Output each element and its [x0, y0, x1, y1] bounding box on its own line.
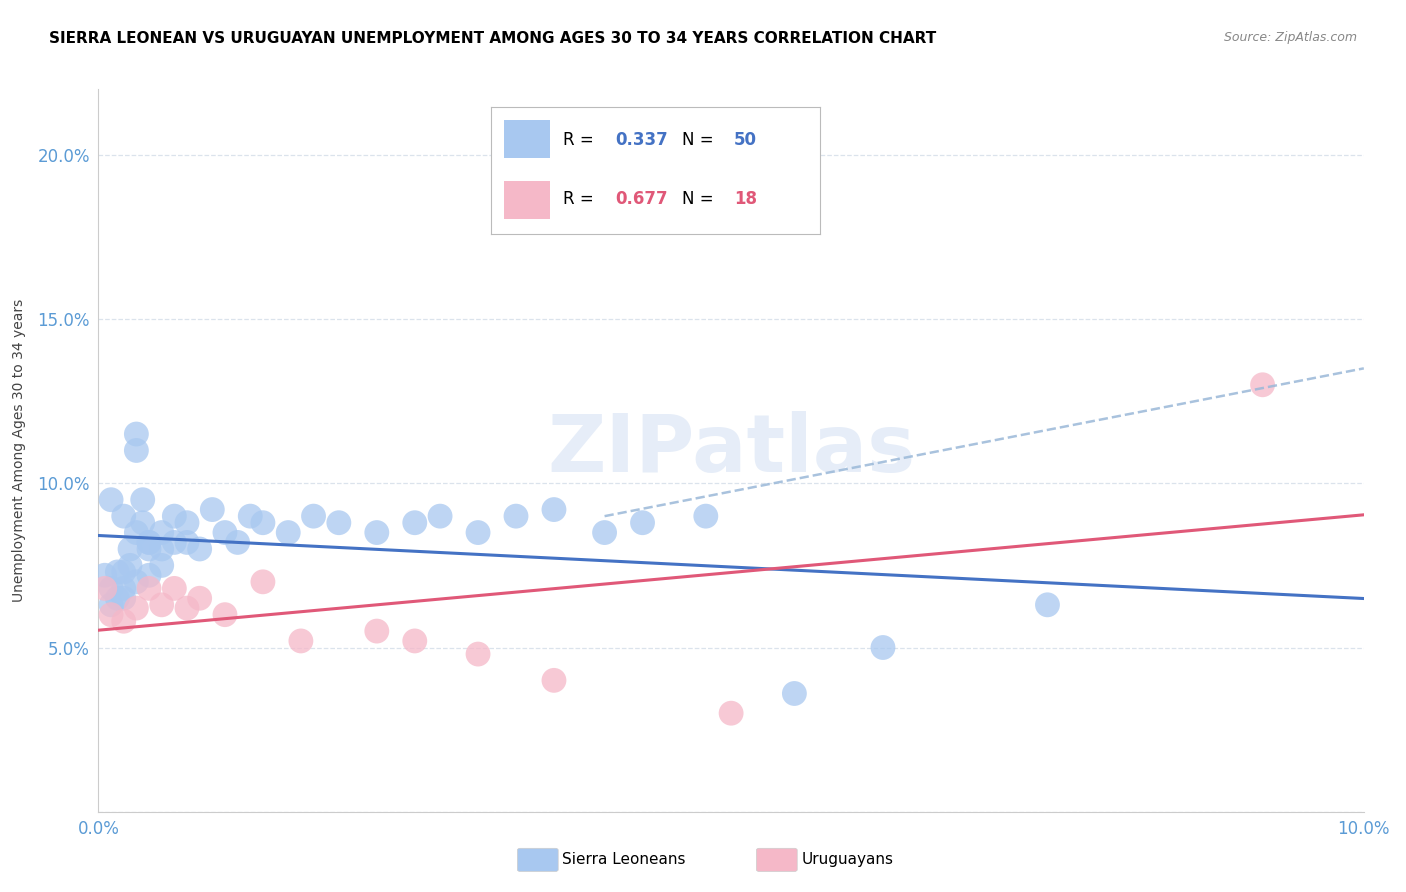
Point	[100, 607, 122, 622]
Y-axis label: Unemployment Among Ages 30 to 34 years: Unemployment Among Ages 30 to 34 years	[13, 299, 27, 602]
Point	[176, 516, 198, 530]
Point	[125, 443, 148, 458]
Text: ZIPatlas: ZIPatlas	[547, 411, 915, 490]
Point	[93, 568, 117, 582]
Point	[138, 541, 160, 556]
Point	[150, 558, 173, 573]
Text: Source: ZipAtlas.com: Source: ZipAtlas.com	[1223, 31, 1357, 45]
Point	[239, 509, 262, 524]
Point	[112, 565, 135, 579]
Point	[720, 706, 742, 721]
Point	[328, 516, 350, 530]
Point	[505, 509, 527, 524]
Point	[593, 525, 616, 540]
Point	[429, 509, 451, 524]
Point	[163, 535, 186, 549]
Point	[252, 516, 274, 530]
Point	[631, 516, 654, 530]
Point	[138, 535, 160, 549]
Point	[100, 598, 122, 612]
Point	[252, 574, 274, 589]
Point	[366, 624, 388, 639]
Point	[100, 492, 122, 507]
Point	[120, 558, 141, 573]
Point	[163, 582, 186, 596]
Point	[404, 516, 426, 530]
Point	[201, 502, 224, 516]
Text: SIERRA LEONEAN VS URUGUAYAN UNEMPLOYMENT AMONG AGES 30 TO 34 YEARS CORRELATION C: SIERRA LEONEAN VS URUGUAYAN UNEMPLOYMENT…	[49, 31, 936, 46]
Point	[132, 492, 155, 507]
Point	[112, 582, 135, 596]
Text: Uruguayans: Uruguayans	[801, 853, 893, 867]
Point	[214, 607, 236, 622]
Point	[125, 525, 148, 540]
Point	[93, 582, 117, 596]
Point	[543, 673, 565, 688]
Point	[404, 634, 426, 648]
Point	[783, 686, 806, 700]
Point	[188, 541, 211, 556]
Point	[112, 614, 135, 628]
Point	[1036, 598, 1059, 612]
Point	[467, 525, 489, 540]
Point	[150, 598, 173, 612]
Point	[467, 647, 489, 661]
Point	[226, 535, 249, 549]
Point	[107, 565, 129, 579]
Point	[188, 591, 211, 606]
Point	[695, 509, 717, 524]
Point	[290, 634, 312, 648]
Point	[277, 525, 299, 540]
Point	[132, 516, 155, 530]
Point	[366, 525, 388, 540]
Point	[120, 541, 141, 556]
Point	[138, 582, 160, 596]
Point	[163, 509, 186, 524]
Point	[138, 568, 160, 582]
Point	[107, 591, 129, 606]
Point	[150, 541, 173, 556]
Point	[125, 601, 148, 615]
Point	[100, 582, 122, 596]
Point	[176, 601, 198, 615]
Point	[872, 640, 894, 655]
Text: Sierra Leoneans: Sierra Leoneans	[562, 853, 686, 867]
Point	[150, 525, 173, 540]
Point	[112, 509, 135, 524]
Point	[125, 427, 148, 442]
Point	[543, 502, 565, 516]
Point	[138, 535, 160, 549]
Point	[1251, 377, 1274, 392]
Point	[125, 574, 148, 589]
Point	[112, 591, 135, 606]
Point	[302, 509, 325, 524]
Point	[176, 535, 198, 549]
Point	[214, 525, 236, 540]
